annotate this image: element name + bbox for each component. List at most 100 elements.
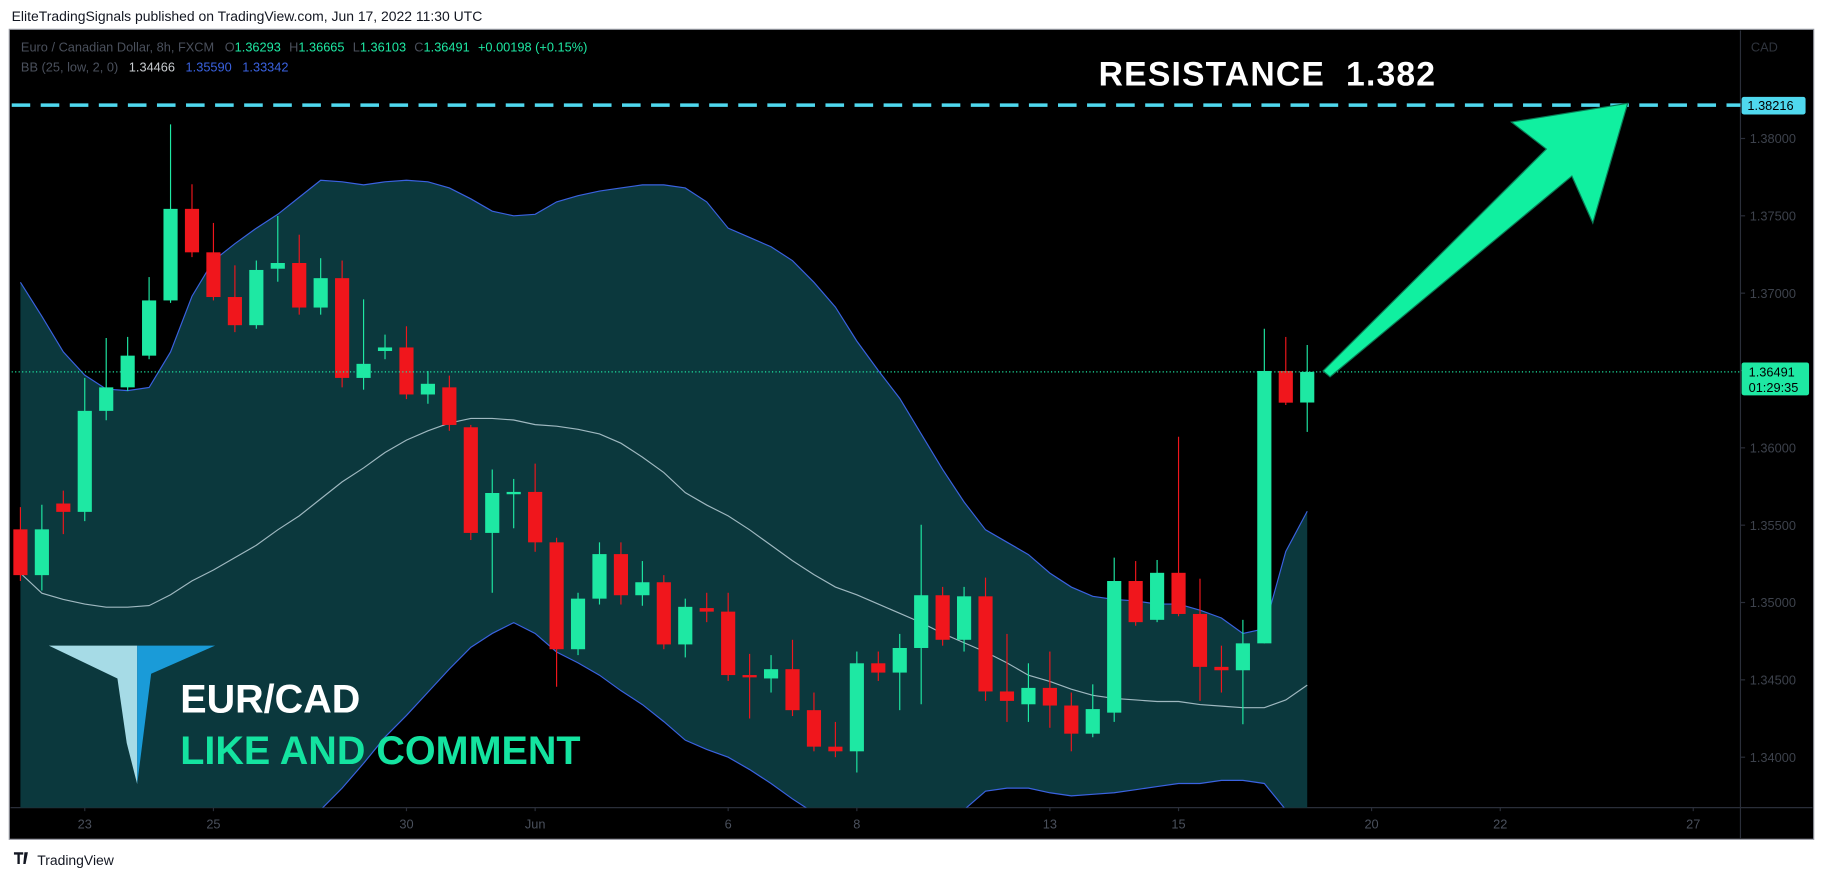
candle-body [420, 383, 435, 395]
x-tick-label: 27 [1686, 817, 1700, 832]
currency-label: CAD [1751, 40, 1778, 55]
candle-body [892, 647, 907, 673]
indicator-name: BB (25, low, 2, 0) [21, 60, 118, 75]
candle-body [871, 663, 886, 673]
x-tick-label: 30 [399, 817, 413, 832]
candle-body [13, 529, 28, 576]
candle-body [742, 675, 757, 678]
last-price-label: 1.36491 [1749, 365, 1795, 380]
indicator-lower: 1.33342 [242, 60, 288, 75]
x-tick-label: 22 [1493, 817, 1507, 832]
call-to-action: LIKE AND COMMENT [180, 729, 580, 773]
logo-right [137, 645, 216, 785]
candle-body [377, 347, 393, 352]
legend-high: 1.36665 [298, 40, 344, 55]
candle-body [528, 491, 543, 543]
legend-low-label: L [353, 40, 360, 55]
bollinger-upper [19, 179, 1308, 635]
bollinger-lower [321, 621, 1285, 808]
resistance-annotation: RESISTANCE 1.382 [1099, 56, 1437, 94]
candle-body [1064, 705, 1079, 734]
candle-body [335, 278, 350, 378]
candle-body [935, 595, 950, 640]
legend-symbol: Euro / Canadian Dollar, 8h, FXCM [21, 40, 214, 55]
y-tick-label: 1.34500 [1750, 672, 1796, 687]
y-tick-label: 1.35500 [1750, 518, 1796, 533]
legend-high-label: H [289, 40, 298, 55]
candle-body [1128, 581, 1143, 623]
candle-body [1192, 613, 1208, 667]
candle-body [485, 493, 500, 533]
candle-body [34, 529, 49, 576]
candle-body [1214, 666, 1229, 671]
last-price-tag [1741, 362, 1810, 396]
candle-body [828, 746, 843, 752]
candle-body [1107, 581, 1122, 713]
publish-header: EliteTradingSignals published on Trading… [12, 8, 483, 24]
legend-low: 1.36103 [360, 40, 406, 55]
candle-body [1257, 370, 1272, 644]
candle-body [184, 208, 200, 253]
candle-body [1085, 709, 1100, 734]
resistance-tag [1741, 96, 1806, 115]
legend-change: +0.00198 (+0.15%) [478, 40, 587, 55]
candle-body [163, 208, 178, 301]
candle-body [356, 363, 371, 378]
overlay: Euro / Canadian Dollar, 8h, FXCM O1.3629… [13, 40, 1778, 868]
up-arrow [1322, 102, 1629, 378]
legend-open: 1.36293 [235, 40, 281, 55]
legend-open-label: O [225, 40, 235, 55]
candle-body [1021, 687, 1036, 705]
candle-body [1235, 643, 1250, 671]
candle-body [77, 410, 92, 512]
candle-body [914, 595, 929, 648]
candle-body [721, 611, 736, 676]
candle-body [785, 669, 800, 711]
x-tick-label: 13 [1043, 817, 1057, 832]
legend-close: 1.36491 [424, 40, 470, 55]
candle-body [635, 582, 650, 596]
y-tick-label: 1.35000 [1750, 595, 1796, 610]
x-tick-label: Jun [525, 817, 546, 832]
candle-body [270, 262, 285, 269]
candle-body [999, 691, 1015, 701]
candle-body [463, 427, 478, 533]
candle-body [292, 262, 307, 308]
candle-body [1278, 370, 1293, 403]
candle-body [1042, 687, 1057, 706]
candle-body [978, 596, 993, 692]
logo-left [48, 645, 138, 785]
x-tick-label: 20 [1364, 817, 1378, 832]
candle-body [849, 663, 864, 752]
candle-body [1171, 572, 1186, 614]
candle-body [142, 300, 157, 356]
pair-label: EUR/CAD [180, 677, 360, 721]
candle-body [227, 297, 242, 326]
footer-brand: TradingView [37, 852, 115, 868]
plot-area [11, 103, 1741, 808]
candle-body [613, 554, 629, 596]
y-tick-label: 1.34000 [1750, 750, 1796, 765]
candle-body [442, 387, 457, 425]
candle-body [206, 252, 221, 298]
candle-body [549, 542, 564, 650]
x-tick-label: 6 [725, 817, 732, 832]
candle-body [99, 387, 114, 411]
candle-body [249, 269, 264, 326]
x-tick-label: 15 [1171, 817, 1185, 832]
indicator-row: BB (25, low, 2, 0) 1.34466 1.35590 1.333… [21, 60, 289, 75]
countdown-label: 01:29:35 [1749, 380, 1799, 395]
x-tick-label: 23 [78, 817, 92, 832]
candle-body [1300, 371, 1315, 403]
resistance-price-label: 1.38216 [1747, 98, 1793, 113]
candle-body [1150, 572, 1165, 620]
candle-body [506, 491, 521, 495]
candle-body [592, 554, 607, 599]
legend-close-label: C [414, 40, 423, 55]
legend-row: Euro / Canadian Dollar, 8h, FXCM O1.3629… [21, 40, 587, 55]
x-tick-label: 8 [853, 817, 860, 832]
footer-logo [13, 852, 28, 864]
indicator-middle: 1.34466 [129, 60, 175, 75]
